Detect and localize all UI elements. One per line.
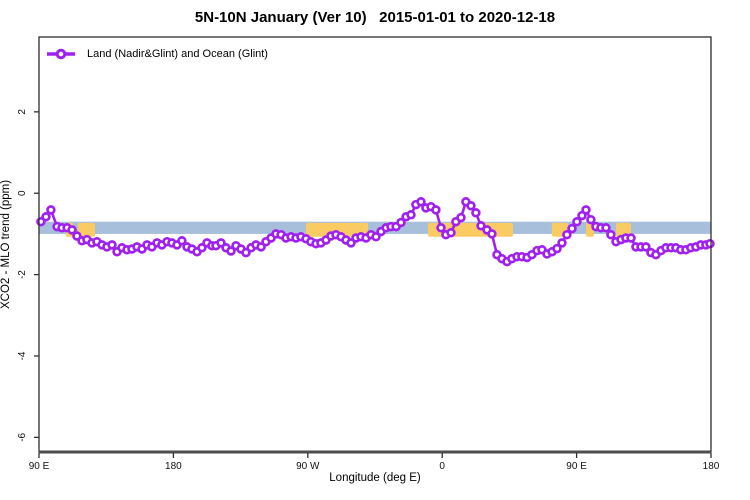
y-tick-label: 0 — [17, 190, 28, 196]
data-point — [606, 229, 616, 240]
data-point — [436, 223, 446, 233]
data-point — [641, 242, 651, 252]
data-point — [601, 223, 611, 233]
data-point — [572, 216, 582, 227]
highlight-segment — [77, 222, 95, 237]
y-tick-label: -2 — [17, 270, 28, 279]
x-tick-label: 0 — [439, 461, 445, 472]
reference-band — [39, 221, 711, 234]
x-tick-label: 90 W — [296, 461, 320, 472]
data-point — [581, 205, 591, 215]
x-tick-label: 180 — [165, 461, 182, 472]
data-point — [406, 210, 416, 220]
x-tick-label: 90 E — [566, 461, 587, 472]
data-point — [456, 212, 466, 223]
y-tick-label: -4 — [17, 351, 28, 360]
data-point — [446, 227, 456, 238]
data-point — [562, 229, 572, 240]
data-point — [431, 205, 441, 215]
data-point — [107, 240, 117, 250]
highlight-segment — [616, 222, 631, 237]
data-point — [626, 233, 636, 243]
data-point — [567, 223, 577, 234]
y-tick-label: -6 — [17, 432, 28, 441]
legend-label: Land (Nadir&Glint) and Ocean (Glint) — [87, 48, 268, 60]
data-point — [705, 238, 715, 249]
data-point — [416, 197, 426, 207]
legend-line-marker-icon — [47, 48, 75, 60]
data-point — [67, 225, 77, 235]
highlight-segment — [306, 222, 368, 237]
x-tick-label: 90 E — [29, 461, 50, 472]
data-point — [552, 243, 562, 254]
data-point — [471, 208, 481, 218]
data-point — [396, 217, 406, 228]
data-point — [557, 238, 567, 248]
data-point — [226, 246, 236, 256]
legend: Land (Nadir&Glint) and Ocean (Glint) — [44, 48, 268, 60]
data-point — [586, 214, 596, 225]
chart-title: 5N-10N January (Ver 10) 2015-01-01 to 20… — [194, 9, 556, 26]
x-axis-label: Longitude (deg E) — [329, 472, 421, 484]
data-point — [371, 232, 381, 242]
data-point — [487, 229, 497, 239]
data-point — [466, 201, 476, 211]
y-tick-label: 2 — [17, 109, 28, 115]
data-point — [476, 221, 486, 231]
x-tick-label: 180 — [703, 461, 720, 472]
data-point — [41, 212, 51, 222]
data-point — [177, 236, 187, 246]
data-point — [46, 205, 56, 215]
y-axis-label: XCO2 - MLO trend (ppm) — [0, 179, 12, 310]
